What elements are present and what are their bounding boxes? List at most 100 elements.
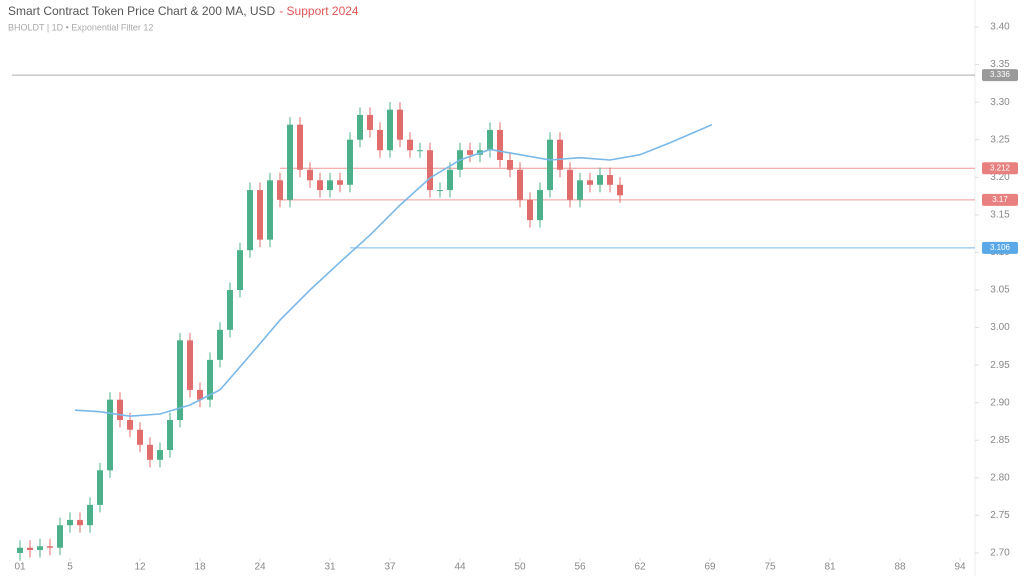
y-tick-label: 3.05 [990, 285, 1010, 296]
title-main: Smart Contract Token Price Chart & 200 M… [8, 4, 276, 18]
candle-body [47, 546, 53, 548]
candle-body [357, 114, 363, 140]
y-tick-label: 3.40 [990, 22, 1010, 33]
candle-body [57, 525, 63, 548]
candle-body [287, 124, 293, 200]
candle-body [247, 190, 253, 251]
candle-body [67, 519, 73, 526]
x-tick-label: 75 [764, 562, 776, 573]
x-tick-label: 94 [954, 562, 966, 573]
candle-body [267, 180, 273, 240]
candle-body [127, 419, 133, 430]
x-tick-label: 18 [194, 562, 206, 573]
y-tick-label: 3.20 [990, 172, 1010, 183]
y-tick-label: 2.70 [990, 548, 1010, 559]
candle-body [277, 180, 283, 200]
candle-body [197, 389, 203, 400]
chart-title: Smart Contract Token Price Chart & 200 M… [8, 4, 359, 18]
candle-body [367, 114, 373, 130]
candle-body [77, 519, 83, 526]
level-badge-label: 3.106 [990, 243, 1011, 252]
x-tick-label: 31 [324, 562, 336, 573]
y-tick-label: 3.30 [990, 97, 1010, 108]
candle-body [557, 139, 563, 170]
candle-body [517, 169, 523, 200]
y-tick-label: 2.80 [990, 472, 1010, 483]
candle-body [607, 175, 613, 185]
candle-body [227, 290, 233, 330]
candle-body [87, 504, 93, 526]
level-badge [982, 241, 1018, 254]
candle-body [507, 160, 513, 170]
candle-body [257, 190, 263, 240]
candle-body [237, 250, 243, 290]
candle-body [397, 109, 403, 140]
level-badge-label: 3.17 [992, 195, 1008, 204]
candle-body [187, 340, 193, 390]
candle-body [347, 139, 353, 185]
candle-body [307, 169, 313, 181]
y-tick-label: 3.15 [990, 209, 1010, 220]
candle-body [317, 180, 323, 191]
x-tick-label: 5 [67, 562, 73, 573]
candle-body [617, 184, 623, 196]
candle-body [167, 419, 173, 451]
candle-body [407, 139, 413, 151]
candle-body [97, 470, 103, 505]
candle-body [377, 129, 383, 151]
level-badge [982, 193, 1018, 206]
y-tick-label: 2.90 [990, 397, 1010, 408]
candle-body [447, 169, 453, 191]
candle-body [217, 329, 223, 360]
x-tick-label: 81 [824, 562, 836, 573]
level-badge [982, 162, 1018, 175]
y-tick-label: 2.85 [990, 435, 1010, 446]
candle-body [297, 124, 303, 170]
chart-subtitle: BHOLDT | 1D • Exponential Filter 12 [8, 22, 153, 32]
moving-average-line [74, 123, 713, 418]
candle-body [497, 129, 503, 161]
y-tick-label: 2.75 [990, 510, 1010, 521]
candle-body [157, 450, 163, 460]
level-badge-label: 3.336 [990, 70, 1011, 79]
candle-body [587, 180, 593, 185]
candle-body [107, 399, 113, 471]
x-tick-label: 56 [574, 562, 586, 573]
candle-body [527, 199, 533, 221]
y-tick-label: 3.00 [990, 322, 1010, 333]
candle-body [147, 444, 153, 460]
candle-body [437, 190, 443, 192]
candle-body [387, 109, 393, 151]
x-tick-label: 62 [634, 562, 646, 573]
candle-body [537, 190, 543, 221]
x-tick-label: 88 [894, 562, 906, 573]
candle-body [467, 150, 473, 155]
y-tick-label: 3.35 [990, 59, 1010, 70]
candle-body [337, 180, 343, 185]
candle-body [417, 150, 423, 152]
candle-body [427, 150, 433, 191]
level-badge-label: 3.212 [990, 163, 1011, 172]
level-badge [982, 69, 1018, 82]
y-tick-label: 2.95 [990, 360, 1010, 371]
candle-body [567, 169, 573, 200]
candle-body [577, 180, 583, 200]
title-note: - Support 2024 [279, 4, 359, 18]
x-tick-label: 37 [384, 562, 396, 573]
candle-body [17, 547, 23, 553]
candle-body [137, 429, 143, 445]
candle-body [487, 129, 493, 151]
candle-body [597, 175, 603, 185]
candle-body [117, 399, 123, 420]
x-tick-label: 01 [14, 562, 26, 573]
candle-body [327, 180, 333, 191]
candle-body [207, 359, 213, 400]
candle-body [177, 340, 183, 420]
x-tick-label: 44 [454, 562, 466, 573]
x-tick-label: 50 [514, 562, 526, 573]
x-tick-label: 12 [134, 562, 146, 573]
y-tick-label: 3.25 [990, 134, 1010, 145]
x-tick-label: 24 [254, 562, 266, 573]
